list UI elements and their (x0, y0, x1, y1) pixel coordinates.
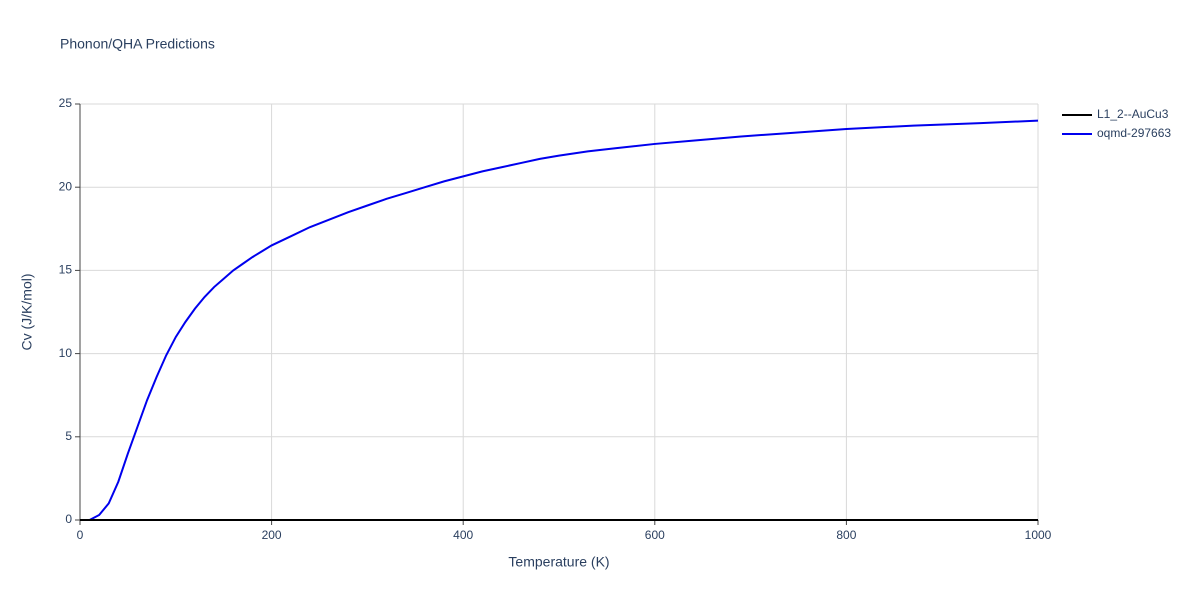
x-tick-label: 400 (453, 528, 473, 542)
x-tick-label: 800 (836, 528, 856, 542)
x-axis-title: Temperature (K) (508, 554, 609, 570)
y-tick-label: 25 (59, 96, 73, 110)
y-tick-label: 20 (59, 179, 73, 193)
y-tick-label: 5 (65, 429, 72, 443)
y-tick-label: 0 (65, 512, 72, 526)
data-line (80, 119, 1039, 521)
x-tick-label: 0 (77, 528, 84, 542)
x-tick-label: 200 (262, 528, 282, 542)
y-tick-label: 15 (59, 263, 73, 277)
legend-label: L1_2--AuCu3 (1097, 107, 1169, 121)
x-tick-label: 1000 (1025, 528, 1052, 542)
y-tick-label: 10 (59, 346, 73, 360)
legend-label: oqmd-297663 (1097, 126, 1171, 140)
y-axis-title: Cv (J/K/mol) (19, 274, 35, 351)
chart-title: Phonon/QHA Predictions (60, 36, 215, 52)
x-tick-label: 600 (645, 528, 665, 542)
